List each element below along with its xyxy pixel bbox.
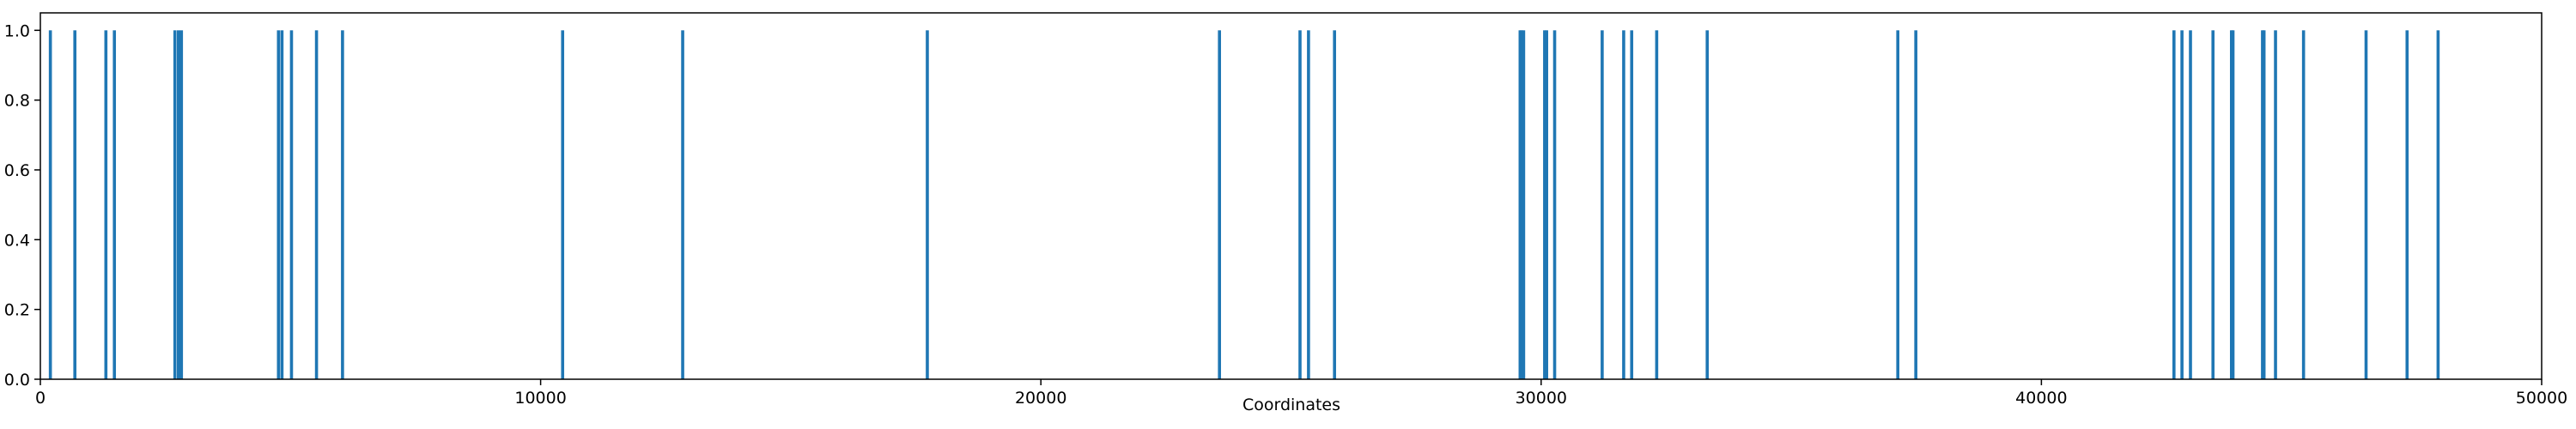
bar (104, 30, 108, 379)
bar (1522, 30, 1526, 379)
plot-frame (39, 12, 2543, 380)
bar (681, 30, 684, 379)
bar (176, 30, 180, 379)
y-tick-label: 0.6 (4, 161, 30, 180)
y-tick-label: 0.4 (4, 231, 30, 250)
bar (73, 30, 76, 379)
bar (926, 30, 929, 379)
bar (2180, 30, 2184, 379)
bar (1601, 30, 1604, 379)
bar (289, 30, 294, 379)
bar (1630, 30, 1634, 379)
y-tick-label: 0.8 (4, 92, 30, 111)
bar (1896, 30, 1899, 379)
bar (2405, 30, 2409, 379)
bar (2274, 30, 2277, 379)
bar (1705, 30, 1710, 379)
bar (561, 30, 565, 379)
x-tick-label: 20000 (1015, 389, 1066, 408)
bar (341, 30, 344, 379)
bar (2364, 30, 2368, 379)
bar (48, 30, 52, 379)
bar (2211, 30, 2215, 379)
bar (2436, 30, 2440, 379)
bar (173, 30, 177, 379)
y-tick-label: 0.0 (4, 371, 30, 390)
bar (112, 30, 117, 379)
x-tick-label: 30000 (1516, 389, 1567, 408)
bar (2189, 30, 2192, 379)
bar (1655, 30, 1659, 379)
bar (276, 30, 281, 379)
bar (314, 30, 319, 379)
bar (1545, 30, 1549, 379)
bar (2172, 30, 2176, 379)
bar (2231, 30, 2235, 379)
bar (1298, 30, 1302, 379)
x-axis-label: Coordinates (1242, 396, 1340, 414)
bar (1520, 30, 1523, 379)
x-tick-label: 10000 (514, 389, 566, 408)
bar (179, 30, 184, 379)
x-tick-label: 40000 (2015, 389, 2067, 408)
x-tick-label: 0 (35, 389, 46, 408)
bar (1622, 30, 1625, 379)
bar (2262, 30, 2266, 379)
bar (2301, 30, 2306, 379)
y-tick-label: 0.2 (4, 301, 30, 320)
y-tick-label: 1.0 (4, 21, 30, 40)
bar (1307, 30, 1310, 379)
x-tick-label: 50000 (2516, 389, 2567, 408)
bar (1218, 30, 1221, 379)
bar (280, 30, 284, 379)
bar (1914, 30, 1917, 379)
bar (1333, 30, 1336, 379)
bar (1543, 30, 1546, 379)
bar (1552, 30, 1557, 379)
